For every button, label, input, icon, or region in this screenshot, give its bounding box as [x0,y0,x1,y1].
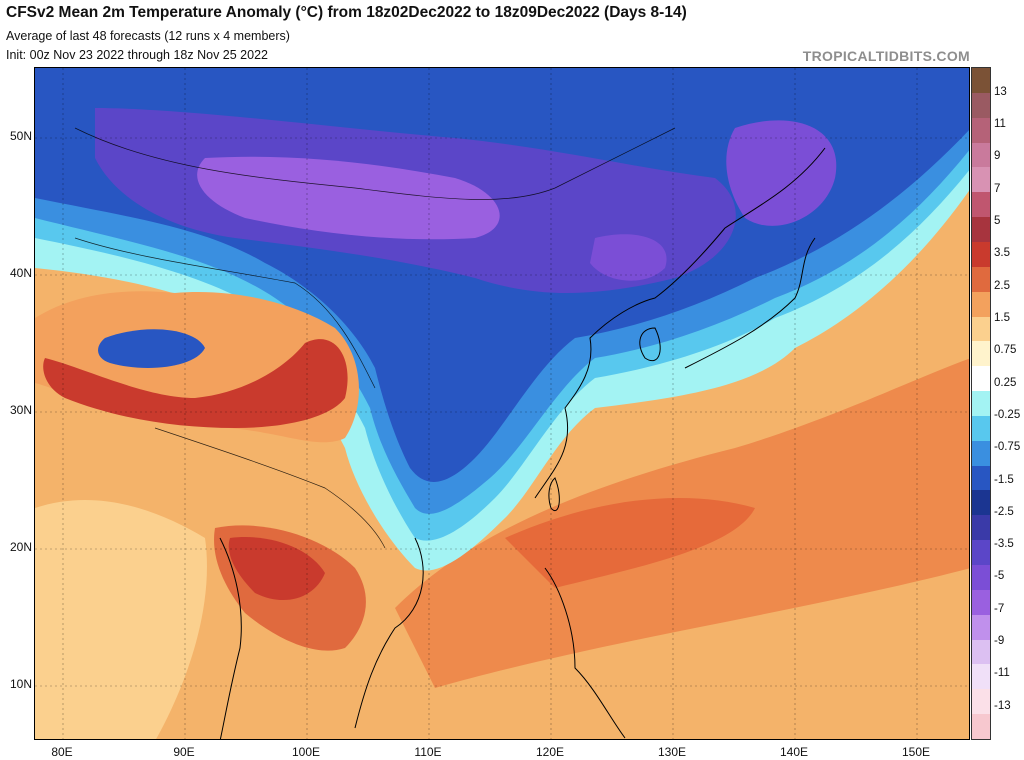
colorbar-swatch [972,565,990,591]
colorbar-swatch [972,440,990,467]
subtitle-init-range: Init: 00z Nov 23 2022 through 18z Nov 25… [6,48,268,62]
weak-warm-anomaly-west [35,499,207,739]
colorbar-label: -11 [994,667,1010,680]
cold-core-korea [590,234,667,281]
extreme-cold-core [197,156,500,240]
colorbar-swatch [972,316,990,342]
colorbar-label: 9 [994,150,1001,163]
map-title: CFSv2 Mean 2m Temperature Anomaly (°C) f… [6,4,687,21]
colorbar-label: -2.5 [994,505,1014,518]
colorbar-label: -0.25 [994,408,1021,421]
coastlines [219,147,826,739]
lon-label-150e: 150E [901,745,931,759]
lon-label-120e: 120E [535,745,565,759]
lon-label-90e: 90E [173,745,195,759]
colorbar-swatch [972,341,990,367]
lat-label-10n: 10N [9,677,32,691]
colorbar-swatch [972,217,990,243]
lon-label-130e: 130E [657,745,687,759]
colorbar-label: 0.25 [994,376,1017,389]
lon-label-100e: 100E [291,745,321,759]
colorbar-swatch [972,490,990,516]
colorbar-label: -7 [994,602,1005,615]
colorbar-swatch [972,241,990,268]
colorbar-swatch [972,639,990,665]
colorbar-swatch [972,415,990,442]
lat-label-30n: 30N [9,403,32,417]
colorbar-swatch [972,589,990,616]
anomaly-map[interactable] [34,67,970,740]
lat-label-20n: 20N [9,540,32,554]
cold-core-east [726,120,837,226]
colorbar-label: 7 [994,182,1001,195]
colorbar-label: -3.5 [994,538,1014,551]
colorbar-label: -5 [994,570,1005,583]
graticule [35,68,969,739]
plateau-cold-pocket [98,329,205,368]
colorbar-swatch [972,291,990,317]
colorbar-swatch [972,192,990,218]
colorbar-label: 5 [994,215,1001,228]
anomaly-field [35,68,969,739]
colorbar-swatch [972,465,990,491]
colorbar-swatch [972,714,990,740]
strong-warm-anomaly [505,498,755,588]
lat-label-40n: 40N [9,266,32,280]
colorbar-label: 2.5 [994,279,1010,292]
plateau-strong-warm [43,339,348,428]
colorbar-swatch [972,92,990,119]
colorbar-swatch [972,540,990,566]
colorbar-swatch [972,614,990,641]
colorbar-label: 13 [994,85,1007,98]
colorbar-swatch [972,142,990,168]
colorbar-swatch [972,391,990,417]
colorbar-swatch [972,664,990,690]
colorbar-label: -1.5 [994,473,1014,486]
colorbar-swatch [972,515,990,541]
lon-label-80e: 80E [51,745,73,759]
colorbar-label: 3.5 [994,247,1010,260]
subtitle-forecast-average: Average of last 48 forecasts (12 runs x … [6,29,290,43]
lon-label-110e: 110E [414,745,442,759]
lon-label-140e: 140E [779,745,809,759]
colorbar-label: 11 [994,118,1006,131]
colorbar-swatch [972,689,990,715]
southeast-asia-strong-warm [228,537,325,601]
lat-label-50n: 50N [9,129,32,143]
colorbar [971,67,991,740]
colorbar-swatch [972,117,990,144]
colorbar-label: -9 [994,635,1005,648]
colorbar-label: 1.5 [994,312,1010,324]
colorbar-label: -0.75 [994,441,1021,454]
colorbar-swatch [972,68,990,94]
colorbar-swatch [972,266,990,293]
colorbar-label: -13 [994,699,1011,712]
colorbar-label: 0.75 [994,344,1017,357]
brand-watermark: TROPICALTIDBITS.COM [802,48,970,64]
country-borders [74,127,676,549]
colorbar-swatch [972,167,990,193]
colorbar-swatch [972,366,990,392]
